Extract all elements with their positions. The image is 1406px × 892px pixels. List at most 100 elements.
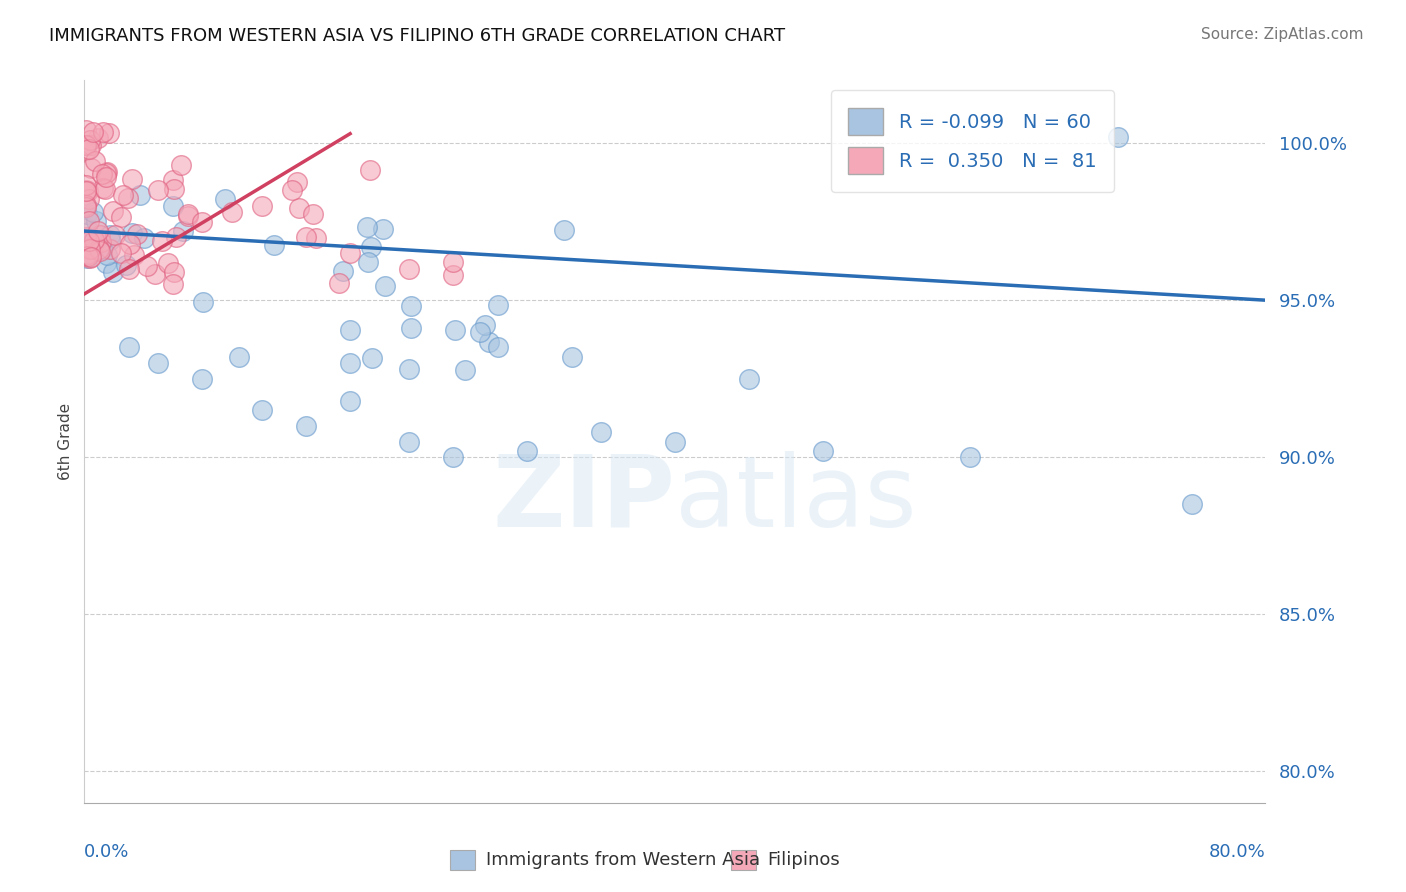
- Point: [82, 205, 104, 219]
- Point: [86, 243, 108, 257]
- Point: [359, 162, 381, 177]
- Point: [738, 372, 761, 386]
- Point: [356, 220, 378, 235]
- Point: [339, 393, 361, 408]
- Point: [176, 210, 198, 224]
- Point: [122, 248, 145, 262]
- Point: [77, 184, 100, 198]
- Point: [156, 256, 179, 270]
- Point: [295, 230, 318, 244]
- Point: [75, 197, 97, 211]
- Point: [89, 228, 111, 243]
- Point: [82, 125, 104, 139]
- Point: [75, 122, 97, 136]
- Point: [96, 165, 118, 179]
- Point: [115, 258, 138, 272]
- Point: [177, 207, 200, 221]
- Point: [75, 200, 97, 214]
- Point: [91, 125, 114, 139]
- Point: [148, 356, 170, 370]
- Text: Immigrants from Western Asia: Immigrants from Western Asia: [486, 851, 761, 869]
- Point: [82, 240, 104, 254]
- Point: [163, 182, 186, 196]
- Point: [1107, 129, 1129, 144]
- Point: [75, 185, 97, 199]
- Text: ZIP: ZIP: [492, 450, 675, 548]
- Point: [120, 236, 142, 251]
- Point: [75, 138, 97, 153]
- Point: [339, 356, 361, 370]
- Point: [101, 204, 124, 219]
- Point: [80, 138, 103, 153]
- Point: [148, 183, 170, 197]
- Point: [401, 320, 423, 334]
- Point: [516, 444, 538, 458]
- Point: [143, 268, 166, 282]
- Point: [443, 450, 465, 465]
- Point: [91, 181, 114, 195]
- Point: [250, 199, 273, 213]
- Point: [110, 210, 132, 224]
- Point: [221, 205, 243, 219]
- Text: 80.0%: 80.0%: [1209, 843, 1265, 861]
- Point: [285, 175, 308, 189]
- Point: [453, 363, 475, 377]
- Point: [110, 246, 132, 260]
- Point: [398, 434, 420, 449]
- Point: [474, 318, 496, 332]
- Point: [96, 166, 118, 180]
- Point: [339, 246, 361, 260]
- Point: [98, 228, 121, 243]
- Point: [170, 158, 193, 172]
- Point: [93, 182, 115, 196]
- Point: [127, 227, 149, 241]
- Point: [305, 230, 328, 244]
- Point: [75, 229, 97, 244]
- Point: [87, 131, 110, 145]
- Text: IMMIGRANTS FROM WESTERN ASIA VS FILIPINO 6TH GRADE CORRELATION CHART: IMMIGRANTS FROM WESTERN ASIA VS FILIPINO…: [49, 27, 786, 45]
- Text: 0.0%: 0.0%: [84, 843, 129, 861]
- Point: [398, 261, 420, 276]
- Point: [664, 434, 686, 449]
- Point: [214, 192, 236, 206]
- Point: [77, 235, 100, 249]
- Point: [398, 362, 420, 376]
- Point: [263, 238, 285, 252]
- Point: [374, 278, 396, 293]
- Point: [76, 220, 98, 235]
- Point: [399, 299, 422, 313]
- Point: [134, 231, 156, 245]
- Point: [360, 239, 382, 253]
- Point: [228, 350, 250, 364]
- Point: [75, 183, 97, 197]
- Point: [121, 172, 143, 186]
- Point: [561, 350, 583, 364]
- Point: [591, 425, 613, 439]
- Point: [162, 265, 184, 279]
- Point: [172, 223, 194, 237]
- Point: [75, 143, 97, 157]
- Point: [486, 340, 509, 354]
- Point: [98, 233, 121, 247]
- Point: [468, 325, 491, 339]
- Point: [96, 248, 118, 262]
- Point: [83, 233, 105, 247]
- Legend: R = -0.099   N = 60, R =  0.350   N =  81: R = -0.099 N = 60, R = 0.350 N = 81: [831, 90, 1114, 192]
- Text: Filipinos: Filipinos: [768, 851, 841, 869]
- Point: [129, 188, 152, 202]
- Point: [1181, 497, 1204, 511]
- Point: [83, 154, 105, 169]
- Point: [111, 188, 134, 202]
- Point: [302, 206, 325, 220]
- Point: [90, 167, 112, 181]
- Point: [94, 256, 117, 270]
- Point: [77, 249, 100, 263]
- Point: [87, 243, 110, 257]
- Point: [444, 323, 467, 337]
- Point: [76, 207, 98, 221]
- Point: [84, 214, 107, 228]
- Point: [811, 444, 834, 458]
- Point: [135, 259, 157, 273]
- Point: [117, 191, 139, 205]
- Point: [76, 232, 98, 246]
